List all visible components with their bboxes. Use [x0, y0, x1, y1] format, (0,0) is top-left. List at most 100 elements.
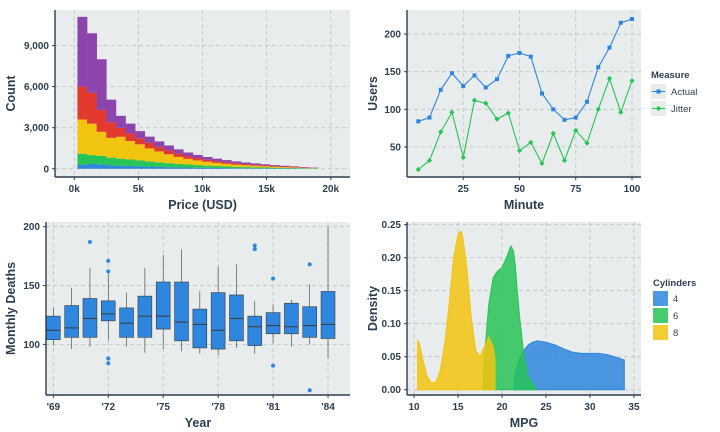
histogram-bar: [96, 59, 107, 110]
y-tick-label: 100: [384, 105, 401, 116]
box-body: [265, 312, 281, 335]
box-body: [284, 302, 299, 335]
x-tick-label: 35: [628, 402, 640, 413]
histogram-bar: [269, 165, 280, 166]
y-tick-label: 6,000: [24, 82, 49, 93]
x-tick-label: 25: [458, 184, 470, 195]
x-tick-label: '75: [156, 402, 170, 413]
data-point: [517, 50, 522, 55]
histogram-bar: [240, 167, 251, 169]
histogram-series: [77, 16, 319, 168]
histogram-bar: [106, 122, 117, 138]
box-1973: [119, 292, 134, 347]
data-point: [471, 97, 478, 103]
data-point: [562, 117, 567, 122]
y-tick-label: 200: [23, 222, 40, 233]
histogram-bar: [269, 167, 280, 169]
data-point: [528, 54, 533, 59]
histogram-bar: [212, 158, 223, 162]
y-tick-label: 50: [390, 142, 402, 153]
histogram-bar: [202, 159, 213, 162]
x-tick-label: 15: [452, 402, 464, 413]
histogram-bar: [221, 162, 232, 164]
box-body: [155, 281, 171, 330]
x-tick-label: 10: [408, 402, 420, 413]
box-1981: [265, 276, 281, 368]
histogram-bar: [240, 164, 251, 166]
histogram-bar: [212, 166, 223, 168]
y-tick-label: 3,000: [24, 123, 49, 134]
histogram-bar: [183, 158, 194, 165]
box-1970: [64, 287, 79, 350]
y-tick-label: 150: [384, 67, 401, 78]
histogram-bar: [279, 167, 290, 169]
histogram-bar: [192, 160, 203, 166]
data-point: [618, 109, 624, 115]
x-axis-title: MPG: [510, 416, 538, 430]
histogram-bar: [279, 166, 290, 168]
line-series-jitter: [415, 75, 635, 173]
x-tick-label: 30: [584, 402, 596, 413]
data-point: [427, 115, 432, 120]
histogram-bar: [164, 145, 174, 151]
line-series-actual: [416, 17, 634, 124]
data-point: [438, 87, 443, 92]
box-body: [302, 306, 317, 338]
box-1983: [302, 262, 317, 393]
x-tick-label: 50: [514, 184, 526, 195]
histogram-bar: [192, 154, 203, 159]
data-point: [438, 129, 444, 135]
box-1982: [284, 299, 299, 347]
y-axis-title: Monthly Deaths: [4, 262, 18, 355]
histogram-bar: [183, 156, 194, 159]
histogram-bar: [154, 162, 165, 167]
y-tick-label: 200: [384, 30, 401, 41]
histogram-bar: [240, 165, 251, 168]
legend-label-actual: Actual: [671, 87, 697, 98]
data-point: [607, 45, 612, 50]
x-tick-label: '84: [321, 402, 335, 413]
boxplot-panel: '69 '72 '75 '78 '81 '84 100 150 200 Year Monthly D…: [4, 222, 350, 430]
legend: Cylinders 4 6 8: [653, 278, 696, 340]
data-point: [461, 83, 466, 88]
data-point: [561, 157, 568, 164]
data-point: [539, 160, 545, 167]
data-point: [506, 53, 511, 58]
series-line: [417, 76, 633, 170]
histogram-bar: [221, 166, 232, 169]
data-point: [573, 127, 579, 133]
box-body: [119, 307, 134, 338]
data-point: [528, 139, 534, 145]
outlier-point: [307, 388, 312, 393]
box-body: [229, 294, 244, 342]
histogram-bar: [202, 157, 213, 160]
x-axis-title: Year: [185, 416, 212, 430]
histogram-bar: [106, 165, 117, 169]
histogram-bar: [125, 123, 136, 134]
histogram-bar: [87, 163, 97, 169]
histogram-bar: [144, 166, 155, 169]
data-point: [416, 119, 421, 124]
box-body: [174, 281, 189, 342]
histogram-bar: [221, 163, 232, 167]
box-1978: [210, 266, 226, 355]
outlier-point: [106, 269, 111, 274]
histogram-bar: [144, 136, 155, 143]
histogram-bar: [173, 163, 184, 168]
histogram-bar: [183, 164, 194, 168]
histogram-bar: [250, 167, 261, 169]
histogram-bar: [125, 133, 136, 141]
histogram-bar: [260, 165, 271, 167]
histogram-bar: [192, 167, 203, 169]
histogram-bar: [164, 163, 174, 168]
data-point: [460, 154, 466, 161]
legend-key-swatch: [653, 308, 668, 323]
legend-label-6: 6: [673, 311, 678, 322]
histogram-bar: [173, 156, 184, 164]
histogram-bar: [77, 119, 88, 154]
histogram-bar: [87, 155, 97, 164]
box-1974: [137, 267, 153, 353]
histogram-bar: [231, 164, 242, 167]
